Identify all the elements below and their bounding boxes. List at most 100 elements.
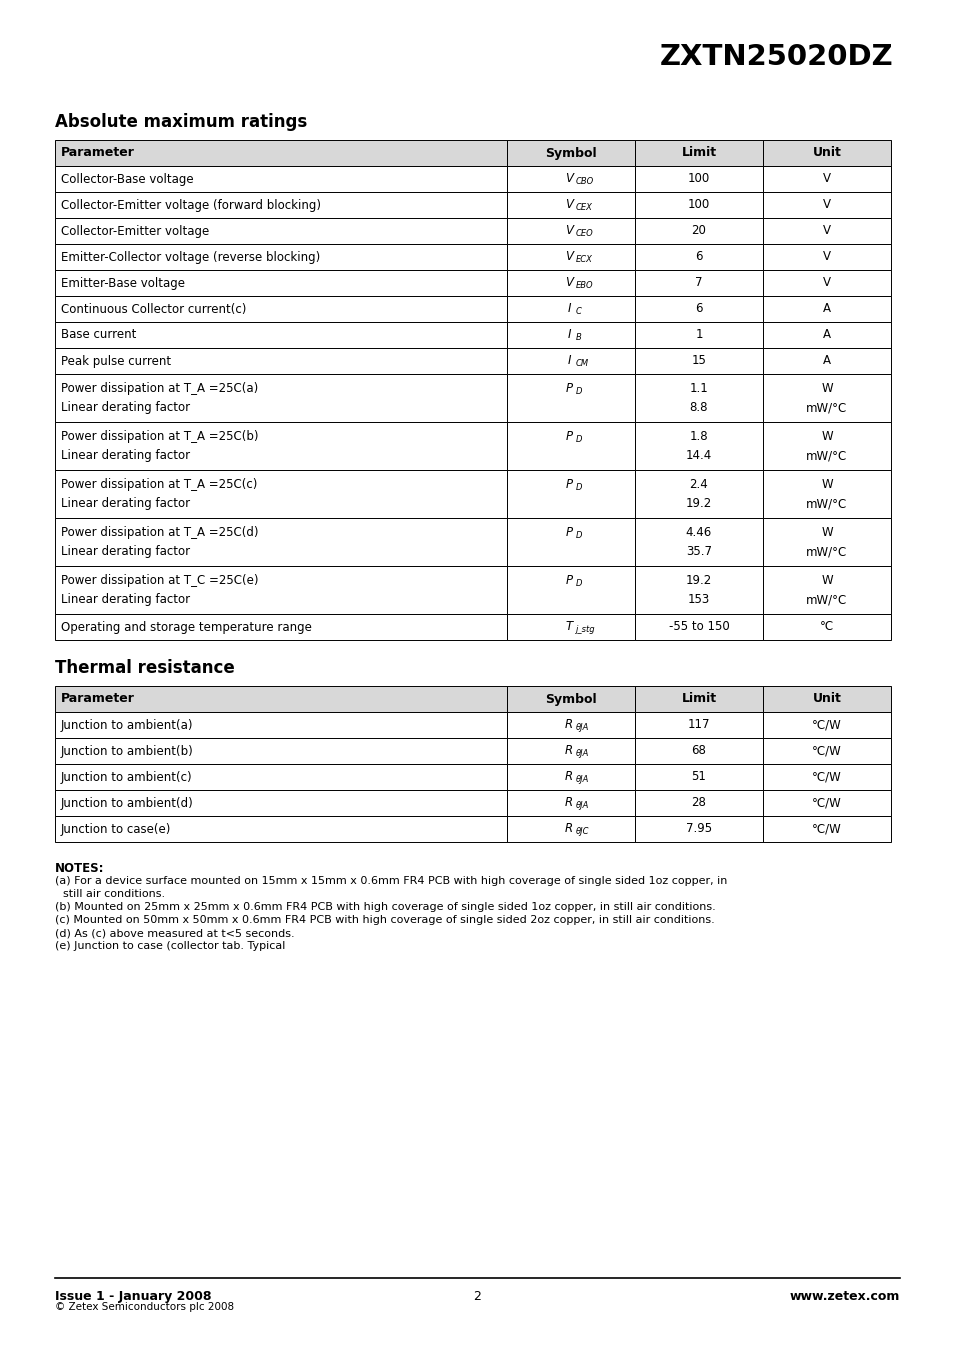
Bar — [635, 815, 762, 842]
Text: P: P — [565, 574, 572, 587]
Bar — [506, 270, 635, 296]
Text: Junction to ambient(c): Junction to ambient(c) — [61, 771, 193, 783]
Bar — [55, 566, 506, 614]
Bar — [762, 686, 890, 711]
Bar — [762, 348, 890, 374]
Text: 100: 100 — [687, 173, 709, 185]
Bar — [55, 423, 506, 470]
Bar — [506, 374, 635, 423]
Text: I: I — [567, 328, 570, 342]
Bar — [55, 815, 506, 842]
Text: V: V — [822, 277, 830, 289]
Text: mW/°C: mW/°C — [805, 545, 846, 558]
Text: Operating and storage temperature range: Operating and storage temperature range — [61, 621, 312, 633]
Text: Emitter-Base voltage: Emitter-Base voltage — [61, 277, 185, 289]
Bar — [55, 374, 506, 423]
Text: 2.4: 2.4 — [689, 478, 708, 491]
Text: Power dissipation at T_A =25C(b): Power dissipation at T_A =25C(b) — [61, 429, 258, 443]
Text: D: D — [576, 435, 582, 444]
Text: CEX: CEX — [576, 204, 592, 212]
Text: °C/W: °C/W — [811, 718, 841, 732]
Text: 35.7: 35.7 — [685, 545, 711, 558]
Text: C: C — [576, 308, 581, 316]
Text: Collector-Base voltage: Collector-Base voltage — [61, 173, 193, 185]
Bar — [762, 423, 890, 470]
Bar — [506, 614, 635, 640]
Bar — [506, 348, 635, 374]
Text: www.zetex.com: www.zetex.com — [789, 1291, 899, 1303]
Bar — [506, 518, 635, 566]
Bar — [635, 423, 762, 470]
Text: CEO: CEO — [576, 230, 593, 239]
Bar — [762, 166, 890, 192]
Text: Base current: Base current — [61, 328, 136, 342]
Text: θJA: θJA — [576, 802, 589, 810]
Text: ZXTN25020DZ: ZXTN25020DZ — [659, 43, 892, 72]
Bar — [506, 323, 635, 348]
Bar — [762, 518, 890, 566]
Bar — [762, 296, 890, 323]
Text: j_stg: j_stg — [576, 625, 595, 634]
Bar — [635, 470, 762, 518]
Bar — [55, 470, 506, 518]
Bar — [506, 423, 635, 470]
Text: P: P — [565, 382, 572, 396]
Bar — [55, 140, 506, 166]
Text: 6: 6 — [695, 302, 702, 316]
Bar — [55, 518, 506, 566]
Bar — [635, 738, 762, 764]
Text: V: V — [564, 277, 573, 289]
Bar — [506, 244, 635, 270]
Text: Junction to case(e): Junction to case(e) — [61, 822, 172, 836]
Text: Thermal resistance: Thermal resistance — [55, 659, 234, 676]
Text: θJA: θJA — [576, 749, 589, 759]
Text: 14.4: 14.4 — [685, 450, 711, 462]
Text: D: D — [576, 579, 582, 587]
Bar — [55, 270, 506, 296]
Text: V: V — [564, 198, 573, 212]
Bar — [762, 566, 890, 614]
Text: Power dissipation at T_A =25C(d): Power dissipation at T_A =25C(d) — [61, 526, 258, 539]
Bar — [55, 166, 506, 192]
Text: Symbol: Symbol — [544, 147, 597, 159]
Text: mW/°C: mW/°C — [805, 497, 846, 510]
Text: D: D — [576, 531, 582, 540]
Text: CBO: CBO — [576, 177, 594, 186]
Bar — [635, 374, 762, 423]
Text: I: I — [567, 355, 570, 367]
Text: 51: 51 — [691, 771, 706, 783]
Text: (c) Mounted on 50mm x 50mm x 0.6mm FR4 PCB with high coverage of single sided 2o: (c) Mounted on 50mm x 50mm x 0.6mm FR4 P… — [55, 915, 714, 925]
Text: (e) Junction to case (collector tab. Typical: (e) Junction to case (collector tab. Typ… — [55, 941, 285, 950]
Text: Emitter-Collector voltage (reverse blocking): Emitter-Collector voltage (reverse block… — [61, 251, 320, 263]
Text: Continuous Collector current(c): Continuous Collector current(c) — [61, 302, 246, 316]
Text: 153: 153 — [687, 593, 709, 606]
Text: °C: °C — [819, 621, 833, 633]
Bar — [635, 764, 762, 790]
Text: Power dissipation at T_A =25C(a): Power dissipation at T_A =25C(a) — [61, 382, 258, 396]
Text: P: P — [565, 429, 572, 443]
Text: Parameter: Parameter — [61, 693, 134, 706]
Bar — [55, 764, 506, 790]
Bar — [55, 348, 506, 374]
Text: P: P — [565, 526, 572, 539]
Bar — [506, 192, 635, 217]
Bar — [506, 470, 635, 518]
Text: W: W — [821, 574, 832, 587]
Bar — [762, 764, 890, 790]
Bar — [506, 566, 635, 614]
Text: 28: 28 — [691, 796, 706, 810]
Bar — [635, 217, 762, 244]
Text: Collector-Emitter voltage: Collector-Emitter voltage — [61, 224, 209, 238]
Text: Power dissipation at T_C =25C(e): Power dissipation at T_C =25C(e) — [61, 574, 258, 587]
Bar — [762, 192, 890, 217]
Text: W: W — [821, 526, 832, 539]
Text: R: R — [564, 771, 573, 783]
Bar — [506, 166, 635, 192]
Bar — [506, 296, 635, 323]
Text: 15: 15 — [691, 355, 706, 367]
Bar — [762, 244, 890, 270]
Text: 1.8: 1.8 — [689, 429, 707, 443]
Text: EBO: EBO — [576, 282, 593, 290]
Text: 7.95: 7.95 — [685, 822, 711, 836]
Text: 1.1: 1.1 — [689, 382, 708, 396]
